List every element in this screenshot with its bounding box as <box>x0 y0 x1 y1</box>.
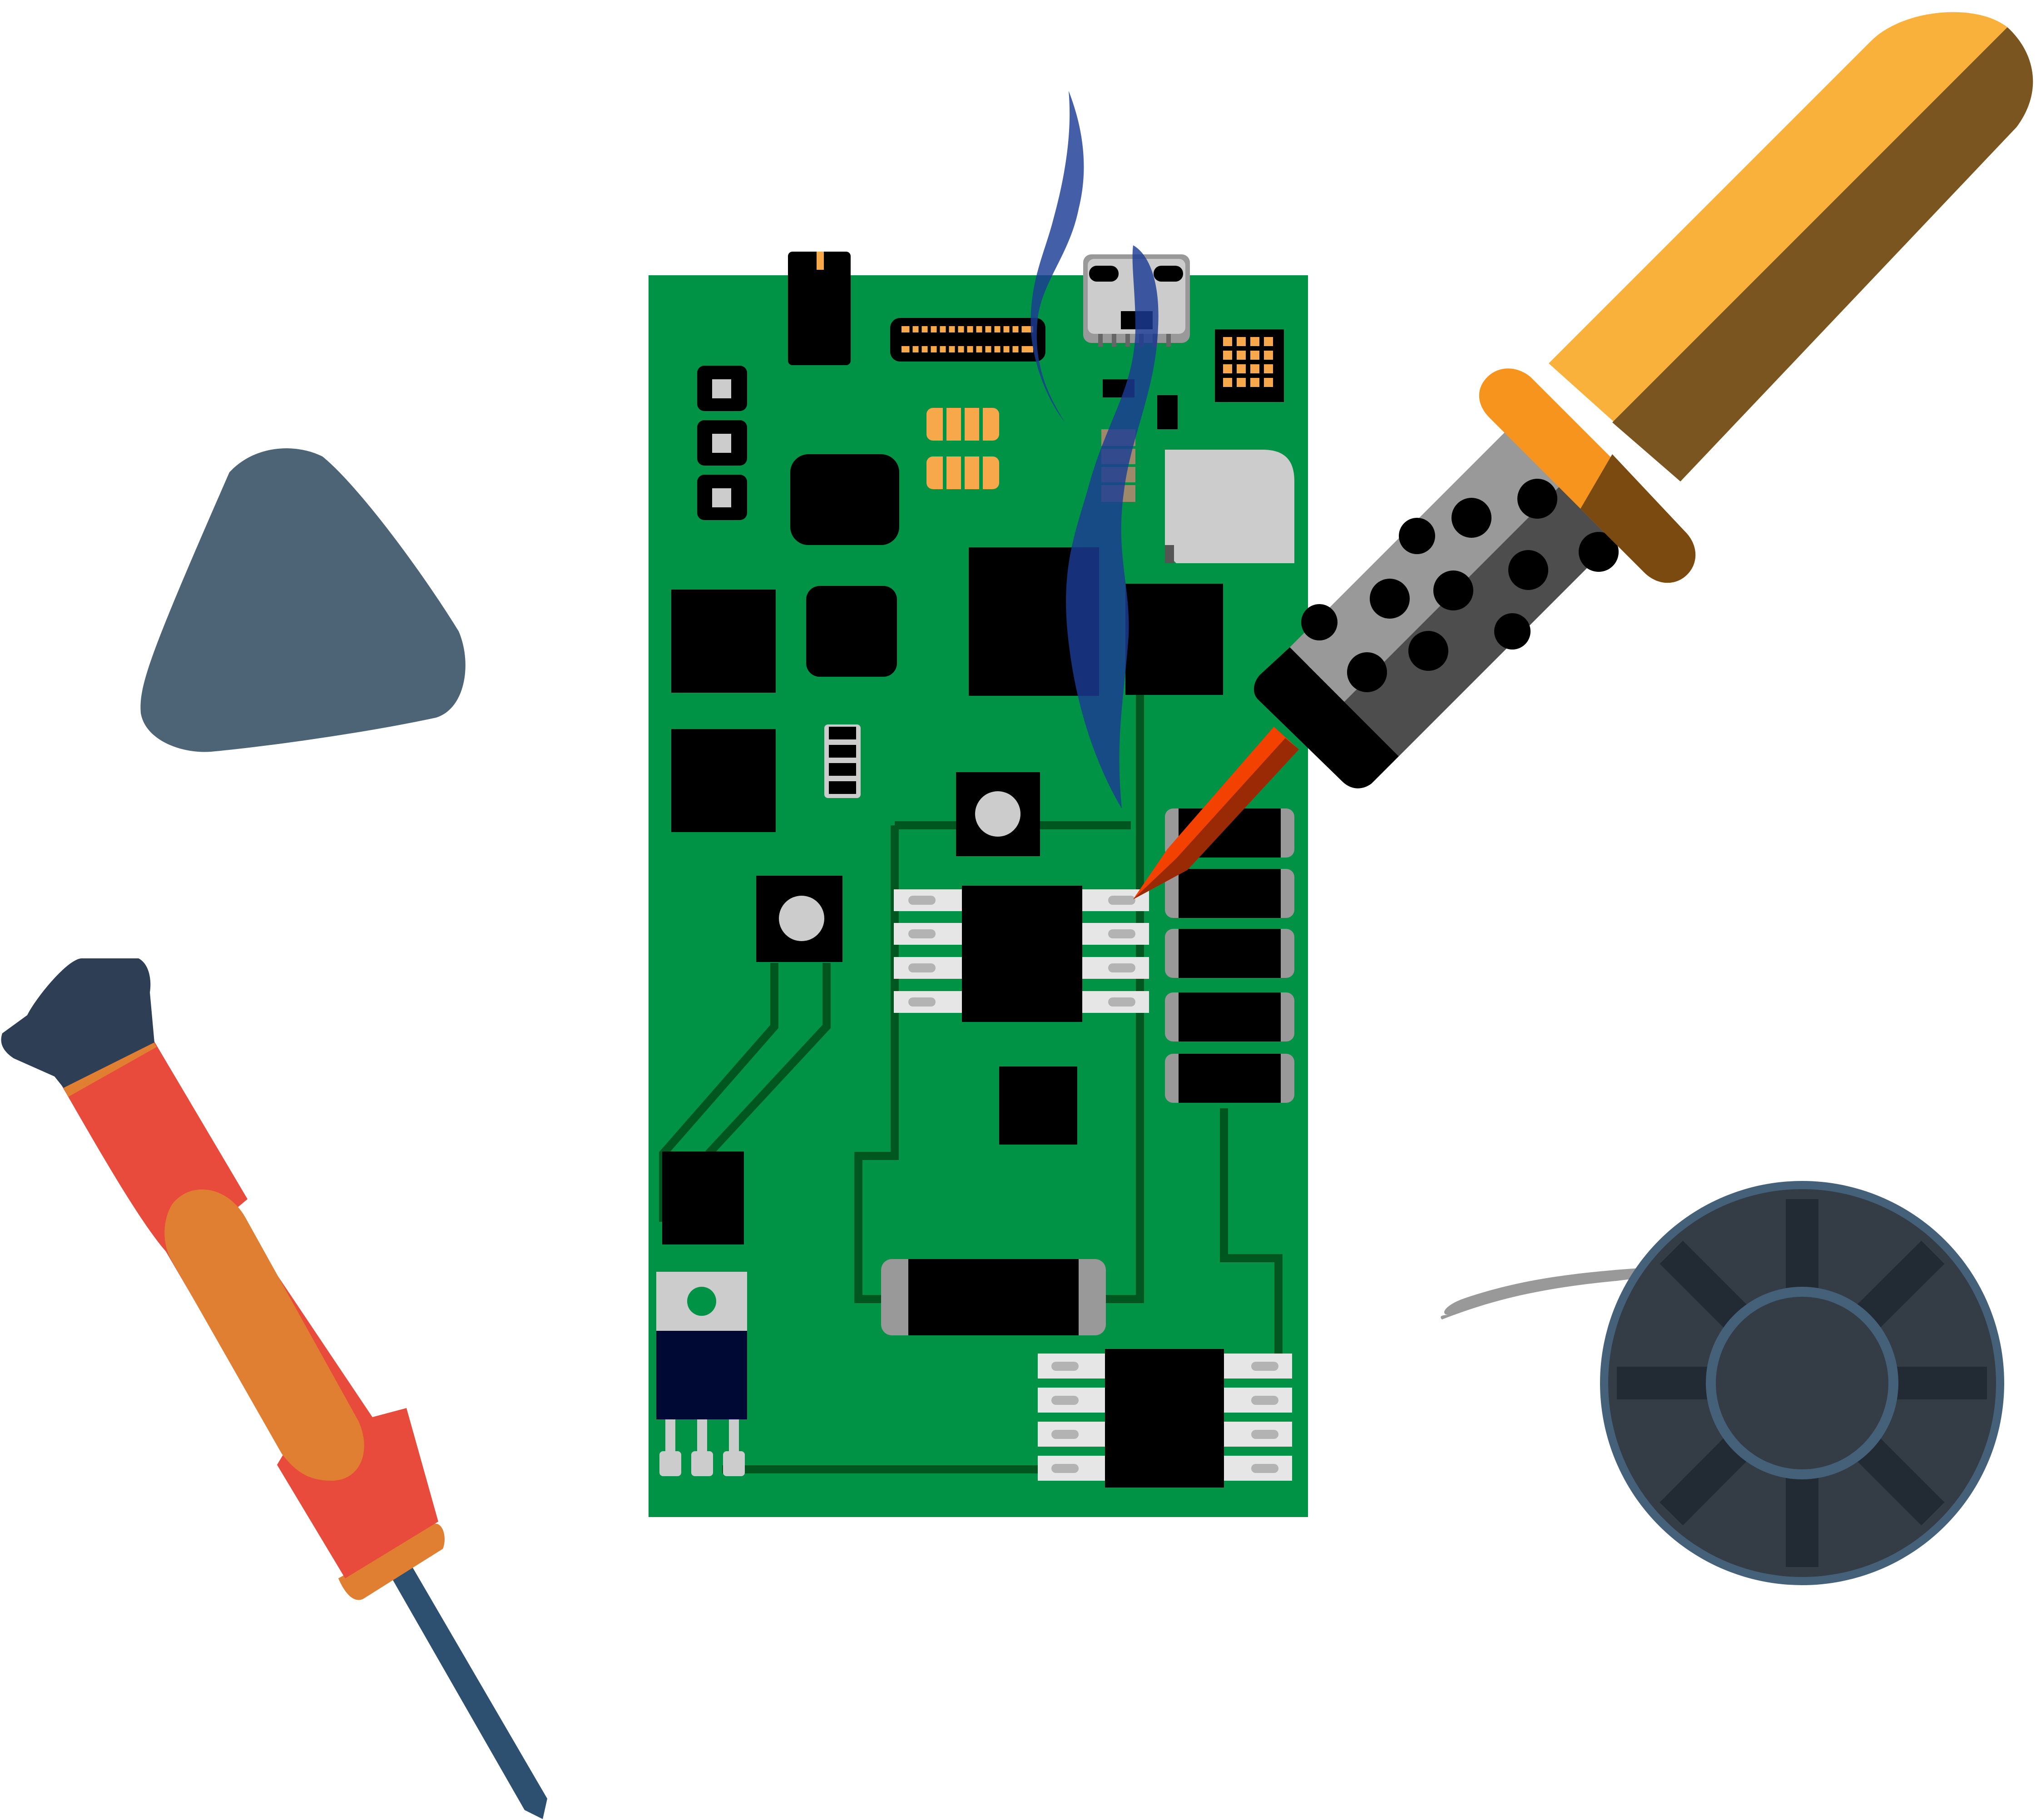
inductor-1 <box>790 454 899 545</box>
card-holder <box>1165 450 1294 563</box>
bga-balls <box>1223 337 1273 387</box>
card-holder-clip <box>1165 545 1174 563</box>
screwdriver-grip <box>164 1189 364 1481</box>
pcb-traces <box>659 695 1283 1473</box>
usb-slot-left <box>1089 266 1119 282</box>
square-pads <box>697 366 747 520</box>
iron-collar-shade <box>1580 454 1696 583</box>
screwdriver-collar <box>338 1523 445 1600</box>
spool-hub <box>1716 1297 1888 1469</box>
iron-grip-holes <box>1301 479 1619 692</box>
soldering-iron-icon <box>1133 12 2033 899</box>
soic-chip-lower <box>1038 1349 1292 1488</box>
screwdriver-shaft <box>391 1565 547 1819</box>
chip-middle <box>999 1066 1077 1145</box>
top-jack-pin <box>817 252 824 270</box>
top-jack <box>788 252 851 365</box>
fuse-body <box>908 1259 1079 1335</box>
guitar-pick-icon <box>140 448 466 752</box>
resistor-column <box>824 724 861 798</box>
soic-chip-upper <box>894 886 1149 1022</box>
ribbon-pin-gaps <box>909 323 1022 356</box>
chip-left-1 <box>671 590 776 693</box>
solder-wire-spool-icon <box>1441 1181 2004 1585</box>
circuit-board-icon <box>649 252 1308 1517</box>
voltage-regulator <box>656 1272 747 1476</box>
resistor-array-top <box>926 408 999 489</box>
usb-slot-right <box>1154 266 1183 282</box>
smoke-wisp-2 <box>1066 245 1159 808</box>
screwdriver-cap <box>1 958 154 1088</box>
pick-shape <box>140 448 466 752</box>
screwdriver-band <box>64 1040 157 1097</box>
iron-ferrule <box>1253 647 1399 789</box>
iron-grip-shade <box>1344 466 1635 756</box>
mount-block-1 <box>956 772 1040 856</box>
smd-part-3 <box>1157 395 1178 429</box>
smoke-wisp-1 <box>1030 91 1084 422</box>
inductor-2 <box>806 586 897 677</box>
iron-handle-shadow <box>1612 27 2033 481</box>
screwdriver-icon <box>1 958 547 1819</box>
chip-right <box>1125 584 1223 695</box>
ribbon-connector <box>890 318 1045 362</box>
chip-left-2 <box>671 729 776 832</box>
chip-lower-left <box>662 1151 744 1245</box>
iron-tip-shade <box>1133 738 1299 899</box>
mount-block-2 <box>756 876 842 962</box>
solder-wire <box>1441 1267 1653 1319</box>
capacitor-column <box>1165 808 1294 1103</box>
smoke-icon <box>1030 91 1159 808</box>
